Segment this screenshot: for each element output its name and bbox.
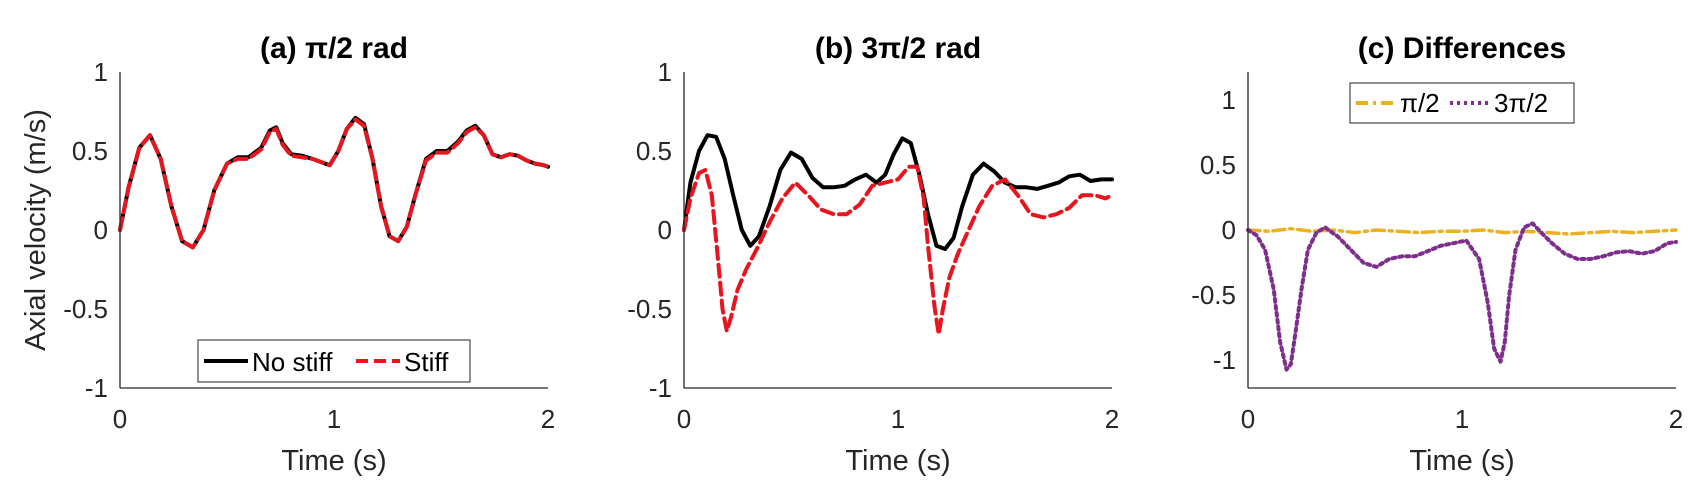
x-tick-label: 1 [1455,404,1469,434]
series-layer [682,133,1114,337]
y-tick-label: -1 [1213,345,1236,375]
y-axis-label: Axial velocity (m/s) [20,109,52,351]
x-axis-label: Time (s) [1409,445,1514,477]
x-tick-label: 1 [891,404,905,434]
series-layer [1246,221,1678,372]
panel-title: (a) π/2 rad [260,32,408,65]
x-tick-label: 0 [677,404,691,434]
x-tick-label: 2 [541,404,555,434]
y-tick-label: -0.5 [1191,280,1236,310]
axes-layer [119,72,548,389]
y-tick-label: 0.5 [1200,150,1236,180]
x-axis-label: Time (s) [845,445,950,477]
y-tick-label: 0.5 [72,136,108,166]
legend-box [197,339,471,383]
x-tick-label: 2 [1669,404,1683,434]
axes-layer [1247,72,1676,389]
y-ticks: 1 0.5 0 -0.5 -1 [1191,85,1236,375]
y-tick-label: 1 [658,57,672,87]
legend: π/2 3π/2 [1349,82,1575,124]
y-ticks: 1 0.5 0 -0.5 -1 [627,57,672,403]
x-ticks: 0 1 2 [113,404,555,434]
y-tick-label: -0.5 [627,294,672,324]
series-line-stiff [118,117,550,250]
x-tick-label: 2 [1105,404,1119,434]
legend-label-3pi-2: 3π/2 [1494,88,1548,118]
y-ticks: 1 0.5 0 -0.5 -1 [63,57,108,403]
panel-b: (b) 3π/2 rad 0 1 2 1 0.5 0 -0.5 -1 Time … [627,32,1119,477]
legend-label-pi-2: π/2 [1400,88,1440,118]
panel-c: (c) Differences 0 1 2 1 0.5 0 -0.5 -1 Ti… [1191,32,1683,477]
y-tick-label: 0 [1222,215,1236,245]
x-tick-label: 0 [113,404,127,434]
x-ticks: 0 1 2 [1241,404,1683,434]
y-tick-label: -0.5 [63,294,108,324]
plot-area [684,72,1112,388]
axes-layer [683,72,1112,389]
panel-title: (c) Differences [1358,32,1566,65]
panel-title: (b) 3π/2 rad [815,32,981,65]
y-tick-label: 0 [658,215,672,245]
y-tick-label: -1 [85,373,108,403]
legend-label-no-stiff: No stiff [252,347,333,377]
x-tick-label: 1 [327,404,341,434]
panel-a: (a) π/2 rad 0 1 2 1 0.5 0 -0.5 -1 Time (… [20,32,555,477]
x-ticks: 0 1 2 [677,404,1119,434]
series-layer [118,115,550,250]
series-line-stiff [682,164,1114,337]
legend-label-stiff: Stiff [404,347,449,377]
legend: No stiff Stiff [197,339,471,383]
y-tick-label: 0.5 [636,136,672,166]
x-tick-label: 0 [1241,404,1255,434]
series-line-no-stiff [682,133,1114,251]
y-tick-label: 1 [1222,85,1236,115]
series-line-3-2 [1246,221,1678,372]
y-tick-label: 1 [94,57,108,87]
x-axis-label: Time (s) [281,445,386,477]
y-tick-label: -1 [649,373,672,403]
y-tick-label: 0 [94,215,108,245]
